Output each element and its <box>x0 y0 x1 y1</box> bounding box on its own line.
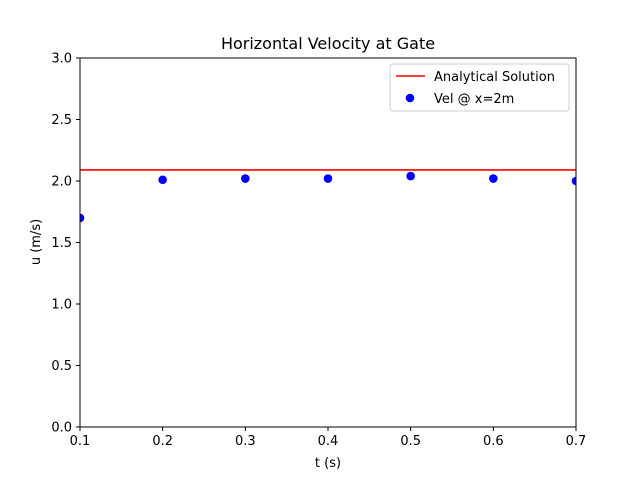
series-group <box>80 169 576 223</box>
data-point <box>241 174 250 183</box>
data-point <box>80 213 85 223</box>
y-tick-label: 2.0 <box>51 175 72 190</box>
x-tick-label: 0.5 <box>400 434 421 449</box>
legend-swatch-marker <box>405 93 415 103</box>
x-tick-label: 0.7 <box>566 434 587 449</box>
x-axis-label: t (s) <box>315 456 341 471</box>
x-tick-label: 0.1 <box>70 434 91 449</box>
legend-label: Analytical Solution <box>434 70 555 85</box>
data-point <box>406 171 415 181</box>
y-tick-label: 1.0 <box>51 298 72 313</box>
legend-box <box>389 63 570 112</box>
plot-area: 0.1 0.2 0.3 0.4 0.5 0.6 0.7 0.0 0.5 1.0 1.5 2.0 2.5 3… <box>51 52 586 450</box>
x-tick-label: 0.6 <box>483 434 504 449</box>
legend: Analytical Solution Vel @ x=2m <box>389 63 570 112</box>
x-tick-label: 0.4 <box>318 434 339 449</box>
y-tick-label: 3.0 <box>51 52 72 67</box>
legend-label: Vel @ x=2m <box>434 92 514 107</box>
data-point <box>571 176 576 186</box>
y-tick-label: 0.5 <box>51 359 72 374</box>
y-tick-label: 0.0 <box>51 421 72 436</box>
y-tick-label: 2.5 <box>51 113 72 128</box>
chart-title: Horizontal Velocity at Gate <box>221 34 435 53</box>
data-point <box>489 174 498 183</box>
data-point <box>158 175 167 185</box>
x-tick-label: 0.2 <box>152 434 173 449</box>
data-point <box>323 174 333 183</box>
x-tick-label: 0.3 <box>235 434 256 449</box>
y-axis-label: u (m/s) <box>29 219 44 265</box>
y-tick-label: 1.5 <box>51 236 72 251</box>
